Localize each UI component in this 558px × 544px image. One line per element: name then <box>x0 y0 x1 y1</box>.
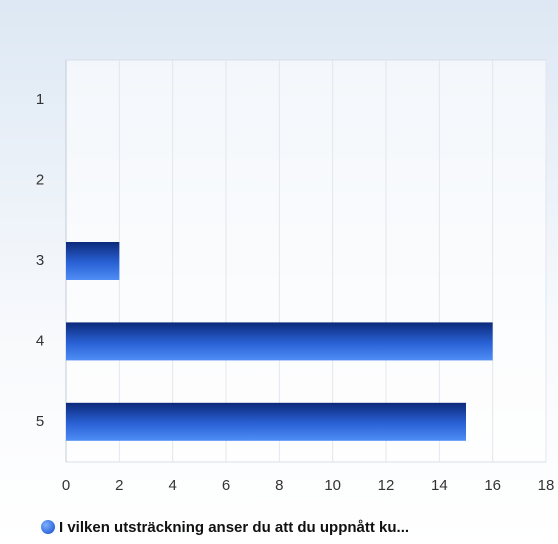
x-tick-label: 14 <box>431 477 448 494</box>
x-tick-label: 4 <box>168 477 176 494</box>
bar <box>66 322 493 361</box>
x-tick-label: 12 <box>378 477 395 494</box>
x-tick-label: 0 <box>62 477 70 494</box>
legend-label: I vilken utsträckning anser du att du up… <box>59 519 409 536</box>
x-tick-label: 8 <box>275 477 283 494</box>
y-tick-label: 3 <box>36 252 44 269</box>
legend-marker <box>41 520 55 534</box>
x-tick-label: 10 <box>324 477 341 494</box>
plot-area <box>65 59 547 463</box>
y-tick-label: 4 <box>36 332 44 349</box>
y-tick-label: 1 <box>36 91 44 108</box>
bar <box>66 402 466 441</box>
bar <box>66 242 120 280</box>
y-tick-label: 2 <box>36 172 44 189</box>
x-tick-label: 16 <box>484 477 501 494</box>
x-tick-label: 2 <box>115 477 123 494</box>
x-tick-label: 6 <box>222 477 230 494</box>
x-tick-label: 18 <box>538 477 555 494</box>
y-tick-label: 5 <box>36 413 44 430</box>
